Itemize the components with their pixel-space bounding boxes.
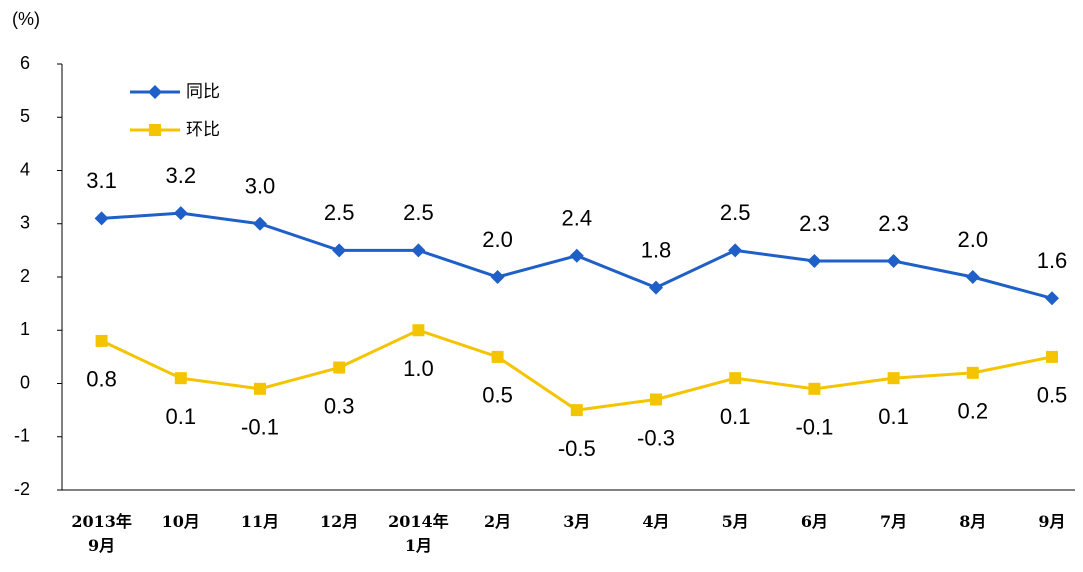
marker <box>729 372 742 385</box>
marker <box>253 216 267 231</box>
marker <box>569 248 584 263</box>
value-label: 0.1 <box>720 404 751 429</box>
marker <box>173 206 188 221</box>
x-tick-label: 2月 <box>484 512 511 531</box>
value-label: 2.0 <box>958 227 989 252</box>
value-label: 2.3 <box>878 211 909 236</box>
x-tick-label: 2013年 9月 <box>71 512 132 555</box>
marker <box>490 270 505 284</box>
marker <box>149 124 161 136</box>
marker <box>94 211 109 226</box>
legend-label: 同比 <box>186 82 220 102</box>
marker <box>1045 291 1059 306</box>
x-tick-label: 2014年 1月 <box>388 512 449 555</box>
legend-label: 环比 <box>186 120 220 140</box>
marker <box>728 243 743 258</box>
value-label: 2.4 <box>562 206 593 231</box>
value-label: 3.1 <box>86 168 117 193</box>
x-tick-label: 6月 <box>801 512 828 531</box>
y-tick-label: -2 <box>14 479 30 499</box>
marker <box>148 85 162 99</box>
marker <box>808 382 821 395</box>
marker <box>886 254 901 269</box>
y-tick-label: -1 <box>14 426 30 446</box>
value-label: -0.3 <box>637 425 675 450</box>
value-label: 2.5 <box>324 200 355 225</box>
marker <box>807 254 822 269</box>
value-label: 2.3 <box>799 211 830 236</box>
value-label: 0.3 <box>324 393 355 418</box>
value-label: 1.0 <box>403 356 434 381</box>
marker <box>570 404 583 417</box>
y-tick-label: 5 <box>20 106 30 126</box>
x-tick-label: 7月 <box>880 512 907 531</box>
y-tick-label: 6 <box>20 53 30 73</box>
x-tick-label: 5月 <box>722 512 749 531</box>
marker <box>649 280 663 295</box>
x-tick-label: 9月 <box>1038 512 1065 531</box>
y-tick-label: 1 <box>20 319 30 339</box>
marker <box>491 350 504 363</box>
value-label: -0.5 <box>558 436 596 461</box>
value-label: -0.1 <box>795 415 833 440</box>
x-tick-label: 4月 <box>642 512 669 531</box>
marker <box>95 334 108 347</box>
marker <box>254 382 266 395</box>
value-label: -0.1 <box>241 415 279 440</box>
value-label: 2.0 <box>482 227 513 252</box>
x-tick-label: 3月 <box>563 512 590 531</box>
value-label: 2.5 <box>403 200 434 225</box>
value-label: 3.0 <box>245 174 276 199</box>
value-label: 3.2 <box>166 163 197 188</box>
value-label: 1.8 <box>641 237 672 262</box>
marker <box>650 393 662 406</box>
marker <box>887 372 900 385</box>
value-label: 0.5 <box>1037 383 1068 408</box>
x-tick-label: 12月 <box>320 512 358 531</box>
y-tick-label: 3 <box>20 213 30 233</box>
value-label: 0.8 <box>86 367 117 392</box>
value-label: 2.5 <box>720 200 751 225</box>
y-tick-label: 2 <box>20 266 30 286</box>
y-tick-label: 0 <box>20 372 30 392</box>
series-line <box>100 328 1053 412</box>
marker <box>333 361 346 374</box>
marker <box>412 324 425 337</box>
marker <box>332 243 347 258</box>
marker <box>1046 350 1058 363</box>
value-label: 1.6 <box>1037 248 1068 273</box>
x-tick-label: 8月 <box>959 512 986 531</box>
marker <box>965 270 980 284</box>
marker <box>174 372 187 385</box>
y-tick-label: 4 <box>20 159 30 179</box>
x-tick-label: 10月 <box>162 512 200 531</box>
marker <box>966 366 979 379</box>
value-label: 0.1 <box>166 404 197 429</box>
y-unit: (%) <box>12 9 40 29</box>
x-tick-label: 11月 <box>241 512 279 531</box>
value-label: 0.2 <box>958 399 989 424</box>
value-label: 0.5 <box>482 383 513 408</box>
value-label: 0.1 <box>878 404 909 429</box>
marker <box>411 243 426 258</box>
